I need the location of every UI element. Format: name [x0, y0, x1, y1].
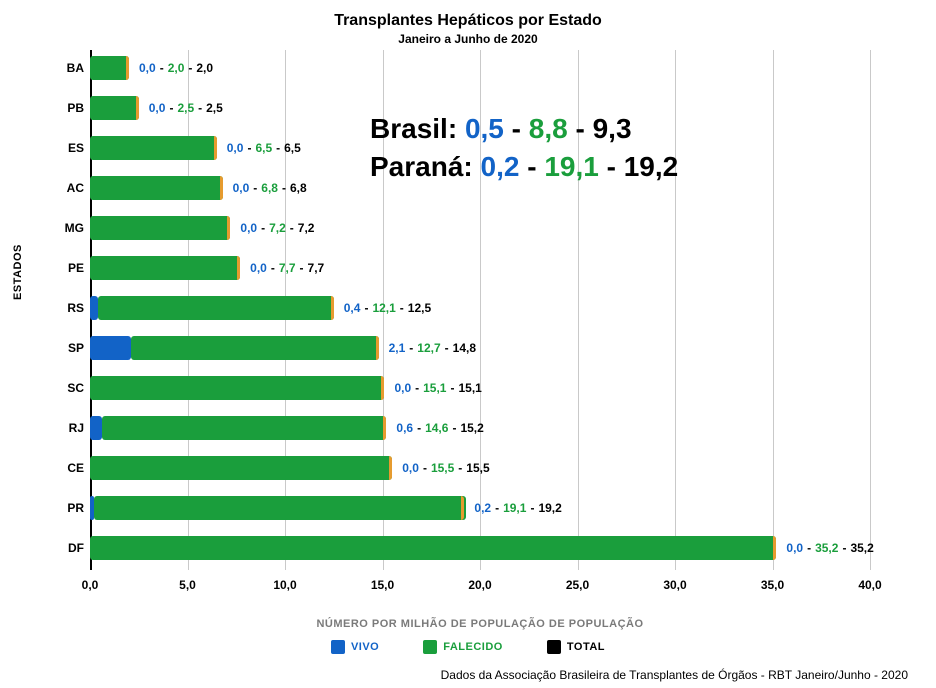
bar-value-label: 0,0-6,5-6,5	[227, 141, 301, 155]
bar-row: 0,0-7,2-7,2	[90, 216, 870, 240]
bar-cap	[773, 536, 776, 560]
bar-seg-falecido	[90, 376, 384, 400]
bar-seg-falecido	[102, 416, 387, 440]
bar-seg-vivo	[90, 296, 98, 320]
bar-row: 2,1-12,7-14,8	[90, 336, 870, 360]
title-block: Transplantes Hepáticos por Estado Janeir…	[0, 0, 936, 46]
legend-item: FALECIDO	[423, 640, 503, 654]
y-tick-label: PB	[56, 101, 84, 115]
callout-line: Paraná: 0,2 - 19,1 - 19,2	[370, 148, 678, 186]
x-tick-label: 10,0	[273, 578, 296, 592]
bar-cap	[389, 456, 392, 480]
x-axis-title: NÚMERO POR MILHÃO DE POPULAÇÃO DE POPULA…	[90, 618, 870, 630]
bar-cap	[381, 376, 384, 400]
x-tick-label: 0,0	[82, 578, 99, 592]
bar-value-label: 0,4-12,1-12,5	[344, 301, 431, 315]
x-tick-label: 40,0	[858, 578, 881, 592]
bar-value-label: 0,0-15,5-15,5	[402, 461, 489, 475]
bar-cap	[331, 296, 334, 320]
bar-seg-falecido	[98, 296, 334, 320]
y-axis-title: ESTADOS	[12, 244, 24, 300]
bar-row: 0,0-2,0-2,0	[90, 56, 870, 80]
x-tick-label: 30,0	[663, 578, 686, 592]
bar-value-label: 0,0-6,8-6,8	[233, 181, 307, 195]
bar-value-label: 2,1-12,7-14,8	[389, 341, 476, 355]
bar-seg-falecido	[131, 336, 379, 360]
bar-cap	[227, 216, 230, 240]
source-text: Dados da Associação Brasileira de Transp…	[441, 668, 908, 682]
x-tick-label: 20,0	[468, 578, 491, 592]
bar-seg-falecido	[90, 176, 223, 200]
legend-label: TOTAL	[567, 641, 605, 653]
bar-seg-vivo	[90, 416, 102, 440]
bar-seg-falecido	[90, 96, 139, 120]
y-tick-label: MG	[56, 221, 84, 235]
chart-subtitle: Janeiro a Junho de 2020	[0, 32, 936, 46]
bar-cap	[126, 56, 129, 80]
x-tick-label: 15,0	[371, 578, 394, 592]
bar-value-label: 0,0-2,0-2,0	[139, 61, 213, 75]
bar-row: 0,0-7,7-7,7	[90, 256, 870, 280]
bar-cap	[220, 176, 223, 200]
y-tick-label: SP	[56, 341, 84, 355]
bar-value-label: 0,6-14,6-15,2	[396, 421, 483, 435]
legend-item: TOTAL	[547, 640, 605, 654]
x-tick-label: 5,0	[179, 578, 196, 592]
x-tick-label: 25,0	[566, 578, 589, 592]
y-tick-label: SC	[56, 381, 84, 395]
y-tick-label: ES	[56, 141, 84, 155]
y-tick-label: RJ	[56, 421, 84, 435]
bar-value-label: 0,0-35,2-35,2	[786, 541, 873, 555]
legend: VIVO FALECIDO TOTAL	[0, 640, 936, 654]
bar-value-label: 0,0-7,2-7,2	[240, 221, 314, 235]
legend-swatch	[547, 640, 561, 654]
bar-seg-falecido	[90, 56, 129, 80]
bar-seg-falecido	[90, 256, 240, 280]
bar-seg-falecido	[94, 496, 466, 520]
bar-row: 0,4-12,1-12,5	[90, 296, 870, 320]
bar-row: 0,0-35,2-35,2	[90, 536, 870, 560]
bar-value-label: 0,2-19,1-19,2	[474, 501, 561, 515]
bar-cap	[214, 136, 217, 160]
bar-cap	[376, 336, 379, 360]
legend-item: VIVO	[331, 640, 379, 654]
bar-row: 0,0-15,5-15,5	[90, 456, 870, 480]
bar-cap	[383, 416, 386, 440]
y-tick-label: AC	[56, 181, 84, 195]
legend-label: VIVO	[351, 641, 379, 653]
x-tick-label: 35,0	[761, 578, 784, 592]
legend-swatch	[331, 640, 345, 654]
bar-value-label: 0,0-2,5-2,5	[149, 101, 223, 115]
y-tick-label: PE	[56, 261, 84, 275]
y-tick-label: RS	[56, 301, 84, 315]
bar-cap	[461, 496, 464, 520]
bar-seg-falecido	[90, 536, 776, 560]
bar-seg-falecido	[90, 456, 392, 480]
bar-value-label: 0,0-15,1-15,1	[394, 381, 481, 395]
bar-row: 0,6-14,6-15,2	[90, 416, 870, 440]
legend-swatch	[423, 640, 437, 654]
y-tick-label: BA	[56, 61, 84, 75]
chart-title: Transplantes Hepáticos por Estado	[0, 12, 936, 30]
bar-cap	[136, 96, 139, 120]
gridline	[870, 50, 871, 570]
legend-label: FALECIDO	[443, 641, 503, 653]
bar-row: 0,2-19,1-19,2	[90, 496, 870, 520]
bar-cap	[237, 256, 240, 280]
y-tick-label: PR	[56, 501, 84, 515]
y-tick-label: CE	[56, 461, 84, 475]
bar-seg-vivo	[90, 336, 131, 360]
bar-seg-falecido	[90, 216, 230, 240]
callout-line: Brasil: 0,5 - 8,8 - 9,3	[370, 110, 678, 148]
summary-callout: Brasil: 0,5 - 8,8 - 9,3Paraná: 0,2 - 19,…	[370, 110, 678, 186]
bar-seg-falecido	[90, 136, 217, 160]
bar-row: 0,0-15,1-15,1	[90, 376, 870, 400]
y-tick-label: DF	[56, 541, 84, 555]
bar-value-label: 0,0-7,7-7,7	[250, 261, 324, 275]
